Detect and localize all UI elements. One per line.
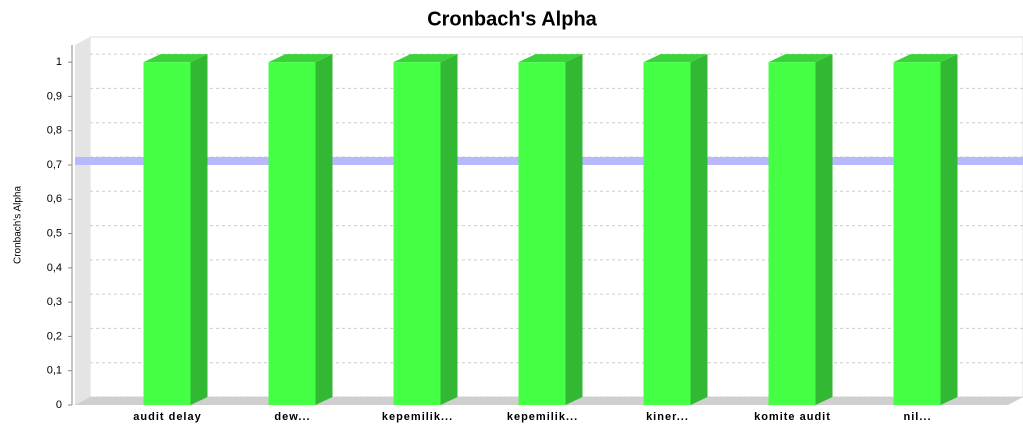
y-tick-label: 0,7	[47, 159, 62, 171]
y-tick-label: 0,2	[47, 330, 62, 342]
x-tick-label: kepemilik...	[507, 411, 578, 423]
x-tick-label: komite audit	[754, 411, 831, 423]
bar	[518, 62, 566, 406]
y-tick-label: 0,6	[47, 193, 62, 205]
y-tick-label: 0	[56, 399, 62, 411]
x-tick-label: audit delay	[133, 411, 201, 423]
chart-title: Cronbach's Alpha	[427, 8, 597, 30]
bar-side	[940, 54, 958, 406]
y-tick-label: 0,1	[47, 365, 62, 377]
y-tick-label: 0,4	[47, 262, 62, 274]
y-tick-label: 0,3	[47, 296, 62, 308]
bar	[143, 62, 191, 406]
bar-top	[893, 54, 958, 63]
y-tick-label: 1	[56, 56, 62, 68]
side-wall	[75, 37, 90, 405]
bar	[643, 62, 691, 406]
bar-side	[440, 54, 458, 406]
x-tick-label: kepemilik...	[382, 411, 453, 423]
bar-side	[815, 54, 833, 406]
y-tick-label: 0,5	[47, 227, 62, 239]
bar-top	[393, 54, 458, 63]
bar-side	[315, 54, 333, 406]
bar-top	[268, 54, 333, 63]
bar-top	[643, 54, 708, 63]
bar	[768, 62, 816, 406]
y-tick-label: 0,9	[47, 90, 62, 102]
x-tick-label: dew...	[274, 411, 310, 423]
bar-side	[565, 54, 583, 406]
y-tick-label: 0,8	[47, 125, 62, 137]
bar-side	[190, 54, 208, 406]
bar-top	[518, 54, 583, 63]
y-axis-label: Cronbach's Alpha	[13, 186, 24, 265]
bar-side	[690, 54, 708, 406]
x-tick-label: nil...	[904, 411, 932, 423]
bar	[268, 62, 316, 406]
x-tick-label: kiner...	[646, 411, 689, 423]
bar-top	[143, 54, 208, 63]
bar	[893, 62, 941, 406]
bar	[393, 62, 441, 406]
bar-top	[768, 54, 833, 63]
